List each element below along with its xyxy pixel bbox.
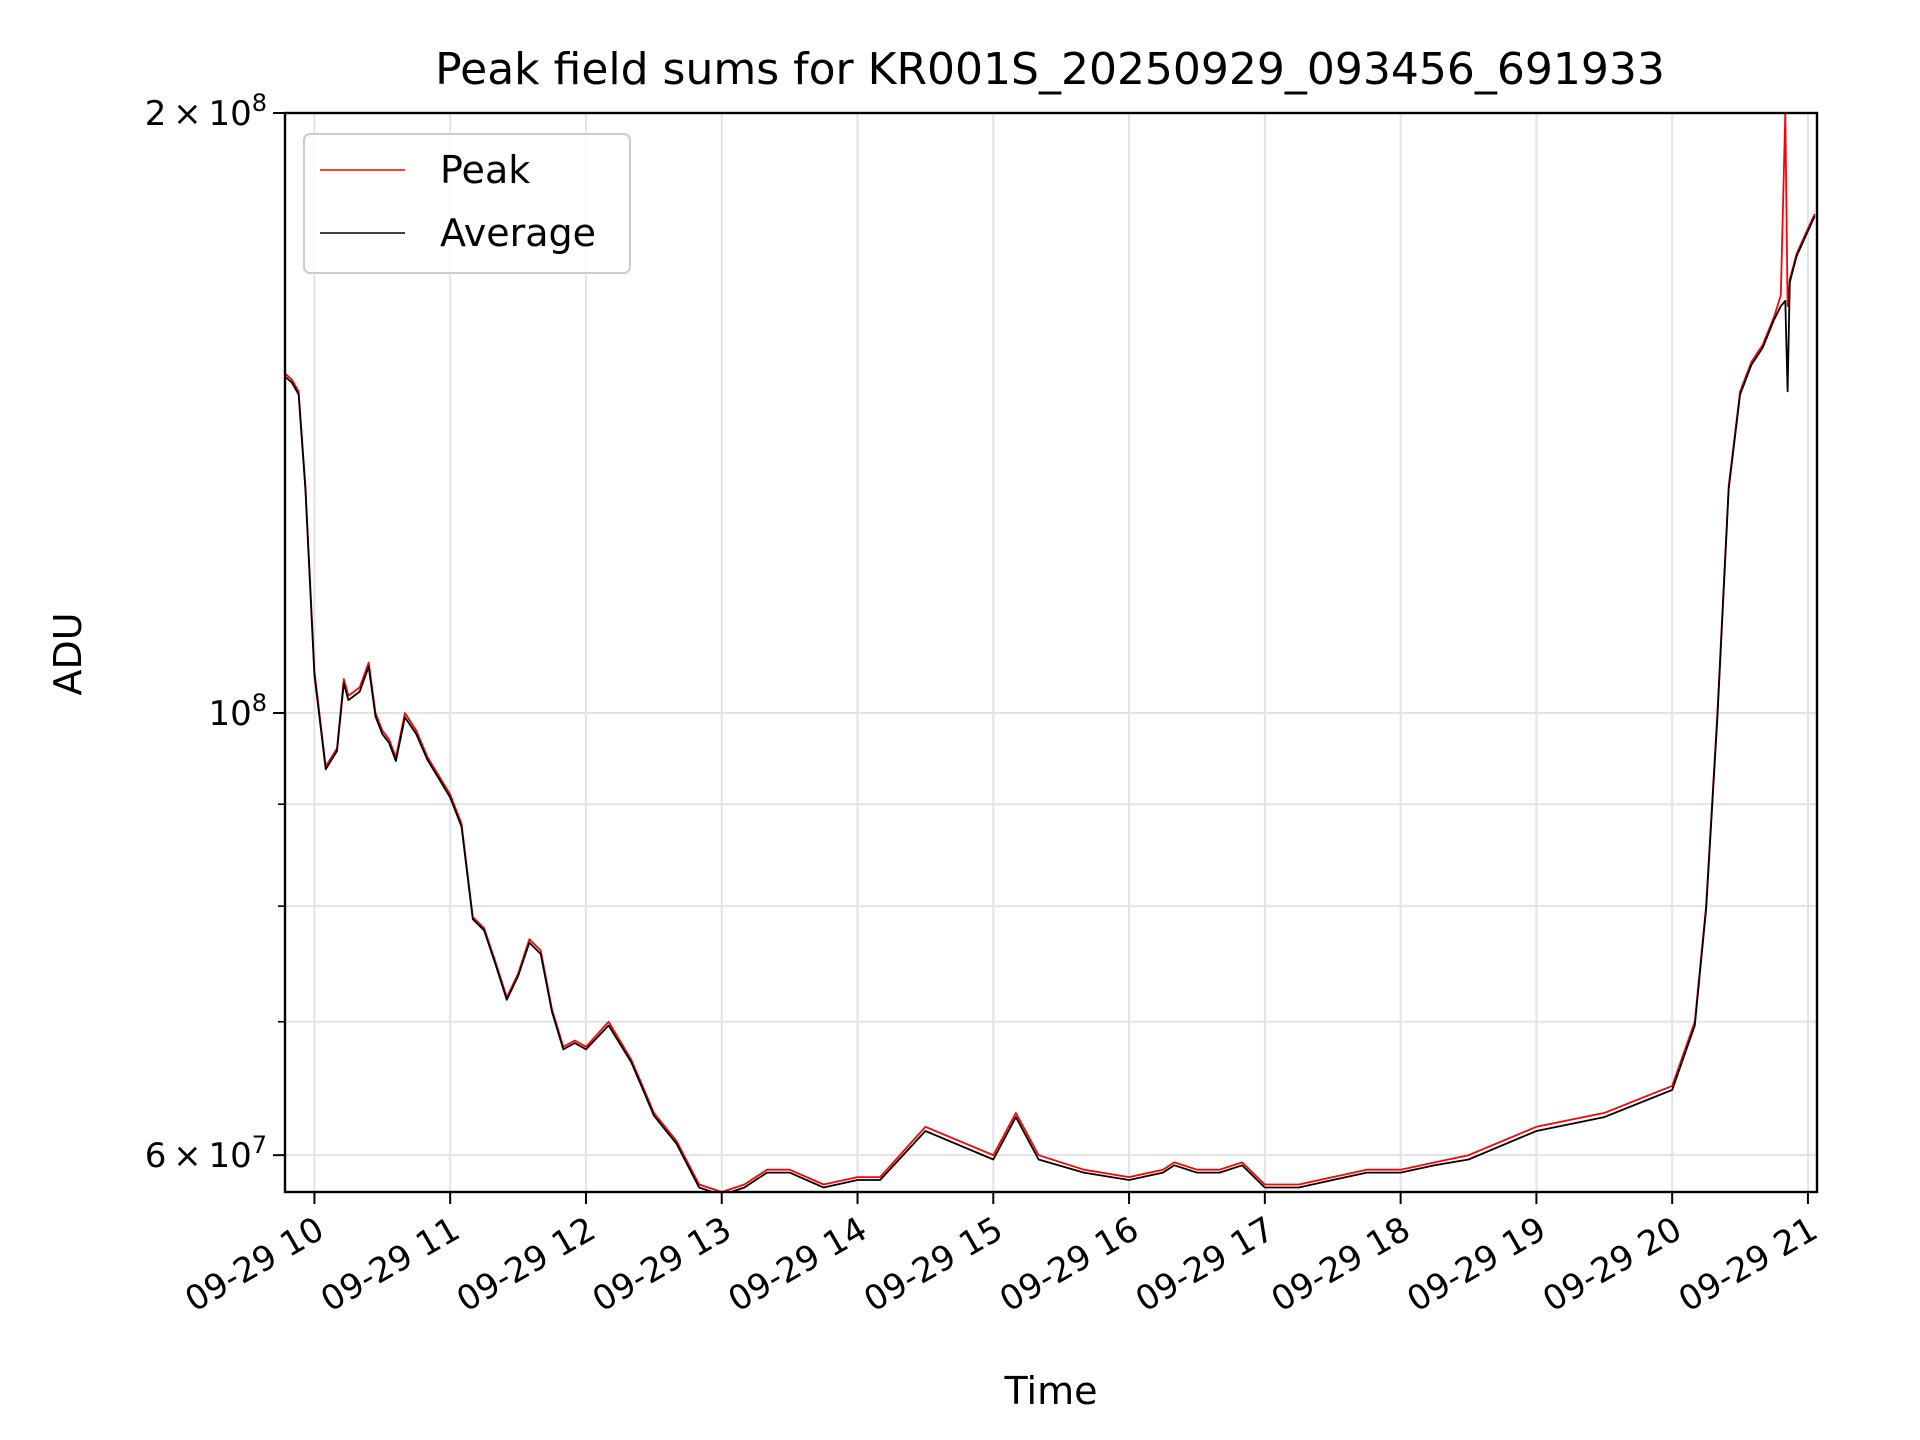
y-tick-label: 6 × 107 xyxy=(145,1131,267,1176)
plot-area xyxy=(285,113,1816,1192)
x-axis-label: Time xyxy=(1004,1369,1098,1413)
legend-box xyxy=(303,133,631,274)
plot-frame xyxy=(283,111,1819,1194)
legend-label-average: Average xyxy=(440,211,596,255)
chart-title: Peak field sums for KR001S_20250929_0934… xyxy=(435,44,1665,95)
y-tick-label: 2 × 108 xyxy=(145,89,267,134)
y-axis-label: ADU xyxy=(46,612,90,695)
legend: Peak Average xyxy=(303,133,631,274)
y-tick-label: 108 xyxy=(208,689,267,734)
series-layer xyxy=(285,113,1816,1192)
legend-label-peak: Peak xyxy=(440,148,530,192)
gridlines xyxy=(285,112,1817,1192)
y-axis: 2 × 108 108 6 × 107 xyxy=(145,89,285,1176)
series-line-average xyxy=(285,215,1816,1192)
